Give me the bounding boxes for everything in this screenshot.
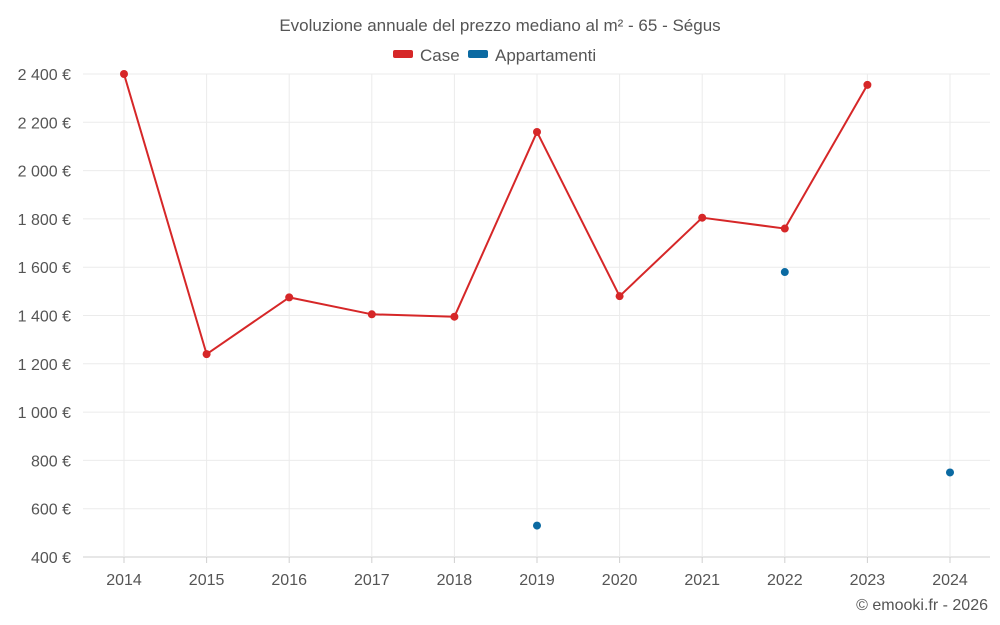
- x-tick-label: 2022: [767, 572, 803, 589]
- y-tick-label: 1 200 €: [18, 357, 71, 374]
- legend: Case Appartamenti: [393, 46, 596, 65]
- data-point-case-2022: [780, 224, 789, 233]
- data-point-case-2017: [367, 310, 376, 319]
- y-tick-label: 1 600 €: [18, 260, 71, 277]
- data-point-appartamenti-2022: [780, 268, 789, 277]
- y-tick-label: 1 800 €: [18, 212, 71, 229]
- data-point-case-2020: [615, 292, 624, 301]
- x-axis: 2014 2015 2016 2017 2018 2019 2020 2021 2022 2023…: [106, 557, 968, 589]
- y-tick-label: 1 400 €: [18, 309, 71, 326]
- series-layer: [120, 70, 954, 530]
- legend-swatch-appartamenti: [468, 50, 488, 58]
- y-tick-label: 2 000 €: [18, 164, 71, 181]
- x-tick-label: 2016: [271, 572, 307, 589]
- x-tick-label: 2015: [189, 572, 225, 589]
- data-point-case-2016: [285, 293, 294, 302]
- data-point-case-2014: [120, 70, 128, 78]
- data-point-case-2023: [863, 80, 872, 89]
- legend-label-appartamenti: Appartamenti: [495, 46, 596, 65]
- data-point-case-2021: [698, 213, 707, 222]
- x-tick-label: 2014: [106, 572, 142, 589]
- x-tick-label: 2024: [932, 572, 968, 589]
- x-tick-label: 2021: [684, 572, 720, 589]
- y-axis: 400 € 600 € 800 € 1 000 € 1 200 € 1 400 € 1 60…: [18, 67, 71, 567]
- x-tick-label: 2023: [850, 572, 886, 589]
- data-point-appartamenti-2024: [946, 468, 954, 477]
- x-tick-label: 2017: [354, 572, 390, 589]
- data-point-appartamenti-2019: [533, 521, 541, 530]
- x-tick-label: 2019: [519, 572, 555, 589]
- y-tick-label: 600 €: [31, 502, 71, 519]
- y-tick-label: 2 200 €: [18, 115, 71, 132]
- y-tick-label: 800 €: [31, 453, 71, 470]
- series-line-case: [123, 73, 869, 356]
- data-point-case-2015: [202, 350, 211, 359]
- y-tick-label: 400 €: [31, 550, 71, 567]
- chart-title: Evoluzione annuale del prezzo mediano al…: [279, 16, 720, 35]
- grid: [83, 73, 990, 558]
- credit-text: © emooki.fr - 2026: [856, 597, 988, 614]
- y-tick-label: 1 000 €: [18, 405, 71, 422]
- data-point-case-2018: [450, 312, 459, 321]
- x-tick-label: 2020: [602, 572, 638, 589]
- data-point-case-2019: [533, 127, 541, 136]
- legend-label-case: Case: [420, 46, 460, 65]
- x-tick-label: 2018: [437, 572, 473, 589]
- y-tick-label: 2 400 €: [18, 67, 71, 84]
- legend-swatch-case: [393, 50, 413, 58]
